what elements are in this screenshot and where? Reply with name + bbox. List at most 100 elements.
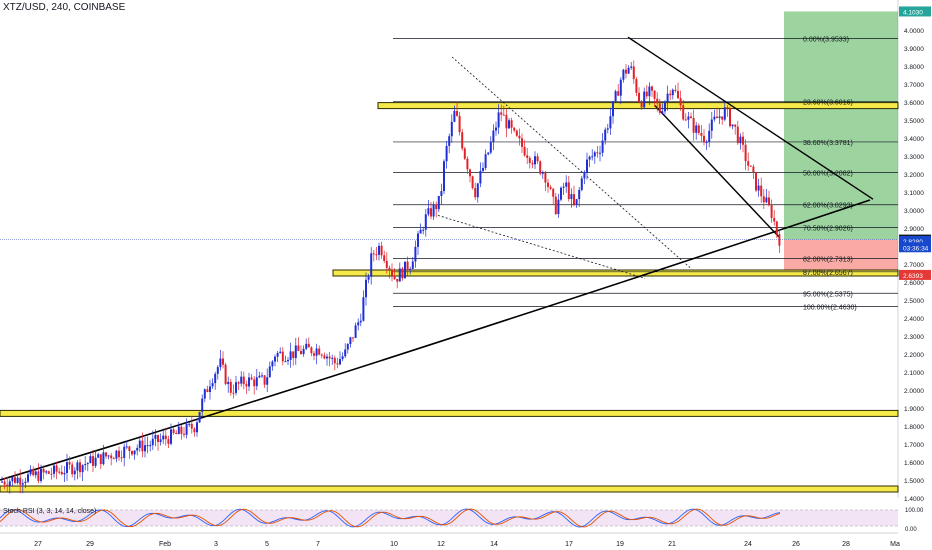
candle-body <box>643 91 646 108</box>
y-tick-label: 2.3000 <box>904 334 924 341</box>
candle-body <box>580 178 583 190</box>
candle-body <box>521 138 523 147</box>
candle-body <box>144 445 146 452</box>
candle-body <box>518 135 521 139</box>
candle-body <box>567 182 570 200</box>
candle-body <box>557 199 560 215</box>
candle-body <box>211 383 214 387</box>
candle-body <box>596 152 599 154</box>
x-tick-label: 21 <box>668 541 676 548</box>
candle-body <box>157 435 159 442</box>
candle-body <box>66 462 68 473</box>
y-tick-label: 3.5000 <box>904 118 924 125</box>
candle-body <box>448 136 451 146</box>
fib-label: 95.00%(2.5375) <box>803 291 853 298</box>
candle-body <box>53 465 55 474</box>
candle-body <box>175 432 178 435</box>
candle-body <box>424 214 427 230</box>
candle-body <box>115 450 118 459</box>
candle-body <box>474 188 477 198</box>
candle-body <box>601 140 604 153</box>
candle-body <box>94 457 97 466</box>
candle-body <box>552 188 555 197</box>
candle-body <box>718 116 721 119</box>
candle-body <box>479 170 482 184</box>
stoch-k-line <box>0 508 781 528</box>
candle-body <box>549 186 552 189</box>
candle-body <box>682 105 685 120</box>
x-tick-label: Ma <box>890 541 900 548</box>
candle-body <box>484 154 487 168</box>
candle-body <box>50 473 53 475</box>
candle-body <box>245 384 248 387</box>
candle-body <box>110 455 113 459</box>
candle-body <box>463 148 466 159</box>
candle-body <box>411 261 414 269</box>
candle-body <box>466 158 469 170</box>
price-label-box <box>899 235 931 246</box>
candle-body <box>68 462 71 465</box>
candle-body <box>349 337 352 344</box>
fib-label: 87.00%(2.6567) <box>803 270 853 277</box>
candle-body <box>73 470 76 475</box>
candle-body <box>432 204 435 217</box>
fib-label: 38.60%(3.3781) <box>803 140 853 147</box>
candle-body <box>318 348 321 355</box>
candle-body <box>302 348 305 355</box>
candle-body <box>271 361 274 367</box>
candle-body <box>193 428 196 433</box>
candle-body <box>562 186 565 188</box>
x-tick-label: 19 <box>616 541 624 548</box>
candle-body <box>666 93 669 102</box>
candle-body <box>612 101 614 117</box>
candle-body <box>258 375 261 378</box>
candle-body <box>149 445 152 447</box>
candle-body <box>326 356 328 359</box>
candle-body <box>768 197 770 205</box>
candle-body <box>167 439 170 444</box>
candle-body <box>489 142 492 153</box>
candle-body <box>554 196 557 215</box>
candle-body <box>27 474 29 482</box>
candle-body <box>71 464 74 475</box>
candle-body <box>593 152 596 157</box>
wedge-upper <box>627 36 874 200</box>
candle-body <box>404 261 406 279</box>
candle-body <box>747 161 750 166</box>
candle-body <box>58 471 61 473</box>
candle-body <box>19 477 22 485</box>
y-tick-label: 3.0000 <box>904 208 924 215</box>
candle-body <box>232 392 235 394</box>
candle-body <box>651 86 653 91</box>
candle-body <box>346 343 349 350</box>
candle-body <box>107 455 110 457</box>
candle-body <box>313 353 315 356</box>
indicator-label: Stoch RSI (3, 3, 14, 14, close) <box>3 508 96 515</box>
candle-body <box>151 438 154 446</box>
candle-body <box>305 343 308 349</box>
candle-body <box>42 468 45 473</box>
price-label-box <box>899 242 931 253</box>
candle-body <box>138 440 141 448</box>
x-tick-label: 10 <box>390 541 398 548</box>
candle-body <box>81 465 84 473</box>
candle-body <box>677 90 679 99</box>
candle-body <box>614 91 617 102</box>
candle-body <box>190 423 193 429</box>
candle-body <box>739 136 742 144</box>
candle-body <box>344 349 347 357</box>
candle-body <box>183 433 185 435</box>
candle-body <box>773 217 776 222</box>
candle-body <box>209 386 211 393</box>
candle-body <box>79 462 81 473</box>
candle-body <box>154 435 157 439</box>
candle-body <box>287 359 289 362</box>
candle-body <box>198 411 201 423</box>
candle-body <box>396 279 399 282</box>
y-tick-label: 3.9000 <box>904 46 924 53</box>
candle-body <box>687 116 690 120</box>
candle-body <box>635 79 638 93</box>
candle-body <box>700 133 703 136</box>
candle-body <box>279 351 282 354</box>
